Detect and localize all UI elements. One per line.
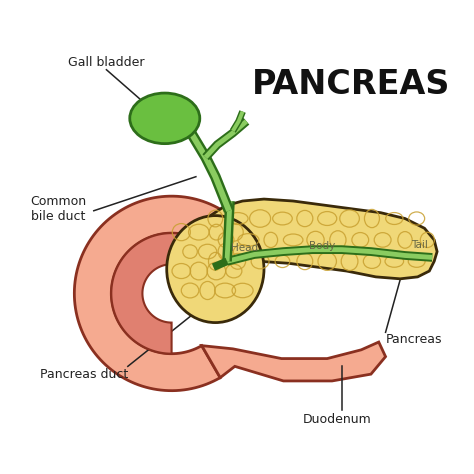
Polygon shape xyxy=(231,111,245,132)
Text: Head: Head xyxy=(231,243,258,253)
Text: Gall bladder: Gall bladder xyxy=(67,56,144,69)
Text: Body: Body xyxy=(309,241,336,251)
Polygon shape xyxy=(225,201,232,262)
Polygon shape xyxy=(212,258,228,271)
Polygon shape xyxy=(74,196,256,391)
Polygon shape xyxy=(202,342,385,381)
Text: Common
bile duct: Common bile duct xyxy=(30,195,87,223)
Polygon shape xyxy=(230,110,246,133)
Text: PANCREAS: PANCREAS xyxy=(252,68,451,101)
Polygon shape xyxy=(204,119,248,159)
Polygon shape xyxy=(188,199,437,318)
Text: Pancreas: Pancreas xyxy=(385,333,442,346)
Text: Pancreas duct: Pancreas duct xyxy=(40,368,128,381)
Polygon shape xyxy=(173,119,192,135)
Polygon shape xyxy=(186,130,234,213)
Text: Tail: Tail xyxy=(411,240,428,250)
Polygon shape xyxy=(202,118,249,160)
Polygon shape xyxy=(227,247,432,264)
Polygon shape xyxy=(189,131,232,212)
Ellipse shape xyxy=(167,216,264,323)
Polygon shape xyxy=(111,233,202,354)
Ellipse shape xyxy=(130,93,200,144)
Polygon shape xyxy=(226,245,433,265)
Text: Duodenum: Duodenum xyxy=(303,413,372,426)
Polygon shape xyxy=(222,201,235,262)
Polygon shape xyxy=(173,118,194,137)
